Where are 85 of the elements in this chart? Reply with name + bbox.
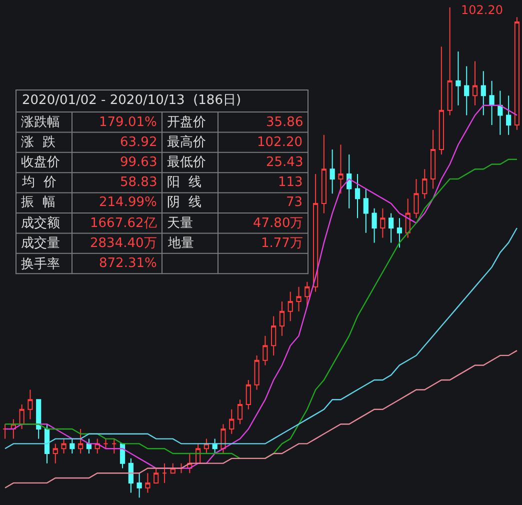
candlestick bbox=[28, 389, 33, 420]
candlestick bbox=[296, 286, 302, 312]
annotation: 天量 bbox=[167, 216, 193, 231]
annotation: 1667.62亿 bbox=[90, 216, 157, 231]
candlestick bbox=[414, 178, 419, 219]
candlestick bbox=[354, 174, 360, 219]
candlestick bbox=[52, 443, 58, 464]
candlestick bbox=[396, 218, 402, 248]
candlestick bbox=[498, 90, 503, 136]
candlestick bbox=[271, 316, 276, 356]
annotation: 成交额 bbox=[21, 215, 60, 231]
candlestick bbox=[430, 129, 436, 190]
candlestick bbox=[304, 281, 310, 307]
annotation: 113 bbox=[278, 175, 303, 190]
annotation: 换手率 bbox=[21, 256, 60, 272]
annotation: 58.83 bbox=[120, 175, 158, 190]
candlestick bbox=[288, 291, 293, 322]
candlestick bbox=[61, 438, 66, 454]
candlestick bbox=[246, 379, 251, 410]
candlestick bbox=[44, 424, 50, 464]
candlestick bbox=[363, 188, 368, 234]
candlestick bbox=[456, 50, 461, 106]
annotation: 振 幅 bbox=[21, 195, 56, 210]
annotation: 35.86 bbox=[266, 115, 304, 130]
annotation: 阳 线 bbox=[167, 175, 202, 190]
annotation: 73 bbox=[286, 195, 303, 210]
candlestick bbox=[338, 144, 344, 194]
candlestick bbox=[447, 6, 452, 116]
candlestick bbox=[346, 154, 352, 209]
annotation: 开盘价 bbox=[167, 115, 206, 130]
candlestick bbox=[388, 212, 394, 244]
annotation: 25.43 bbox=[266, 155, 304, 170]
annotation: 涨跌幅 bbox=[21, 115, 60, 130]
candlestick bbox=[330, 149, 335, 194]
candlestick bbox=[2, 424, 8, 440]
annotation: 最高价 bbox=[167, 134, 206, 150]
annotation: 214.99% bbox=[99, 195, 157, 210]
candlestick bbox=[321, 134, 326, 214]
candlestick bbox=[112, 438, 117, 454]
candlestick bbox=[36, 399, 42, 440]
candlestick bbox=[380, 208, 386, 238]
annotation: 最低价 bbox=[167, 155, 206, 170]
annotation: 872.31% bbox=[99, 256, 157, 271]
annotation: 179.01% bbox=[99, 115, 157, 130]
candlestick bbox=[472, 60, 478, 106]
candlestick bbox=[489, 80, 494, 126]
candlestick bbox=[120, 443, 126, 469]
candlestick bbox=[312, 174, 318, 292]
candlestick bbox=[464, 66, 470, 116]
candlestick bbox=[237, 399, 243, 425]
candlestick bbox=[480, 70, 486, 116]
candlestick bbox=[422, 168, 428, 200]
candlestick bbox=[405, 198, 410, 238]
candlestick bbox=[220, 424, 226, 454]
annotation: 63.92 bbox=[120, 135, 158, 150]
annotation: 2834.40万 bbox=[90, 236, 157, 251]
annotation: 成交量 bbox=[21, 235, 60, 251]
annotation: 阴 线 bbox=[167, 195, 202, 210]
candlestick bbox=[262, 335, 268, 366]
annotation: 收盘价 bbox=[21, 155, 60, 170]
candlestick bbox=[19, 404, 24, 430]
candlestick bbox=[254, 354, 260, 390]
candlestick bbox=[128, 458, 134, 494]
candlestick bbox=[145, 472, 150, 494]
annotation: 均 价 bbox=[21, 175, 56, 190]
candlestick bbox=[86, 438, 92, 454]
annotation: 1.77万 bbox=[261, 236, 303, 251]
annotation: 2020/01/02 - 2020/10/13 (186日) bbox=[22, 93, 242, 108]
candlestick bbox=[229, 408, 234, 434]
candlestick bbox=[438, 46, 444, 155]
candlestick bbox=[372, 208, 377, 244]
candlestick bbox=[506, 95, 512, 136]
annotation: 102.20 bbox=[257, 135, 302, 150]
annotation: 99.63 bbox=[120, 155, 158, 170]
candlestick bbox=[154, 468, 159, 484]
annotation: 102.20 bbox=[461, 3, 503, 17]
candlestick bbox=[103, 438, 108, 450]
annotation: 地量 bbox=[167, 236, 194, 251]
annotation: 涨 跌 bbox=[21, 135, 56, 150]
candlestick bbox=[162, 462, 168, 484]
candlestick bbox=[136, 472, 142, 498]
candlestick bbox=[78, 428, 84, 454]
candlestick bbox=[279, 301, 285, 336]
candlestick bbox=[70, 438, 75, 454]
annotation: 47.80万 bbox=[253, 216, 304, 231]
